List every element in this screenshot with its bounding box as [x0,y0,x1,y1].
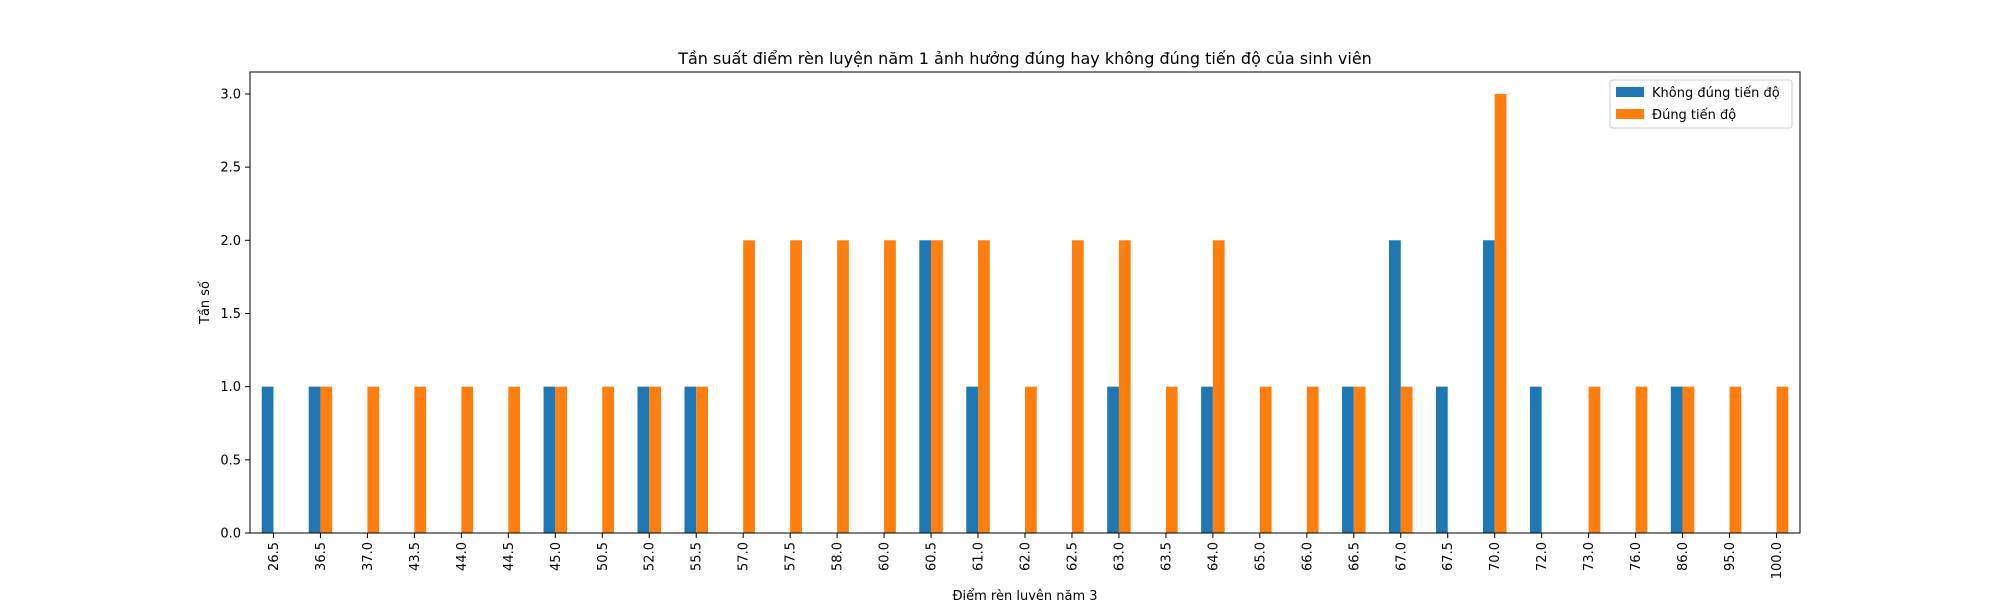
x-tick-label: 67.0 [1394,542,1409,571]
x-tick-label: 72.0 [1535,542,1550,571]
bar-dung-36.5 [320,386,333,533]
bar-dung-58.0 [837,240,849,534]
bar-dung-37.0 [367,386,380,533]
x-tick-label: 65.0 [1253,542,1268,571]
bar-dung-70.0 [1494,93,1507,533]
bar-dung-86.0 [1682,386,1695,533]
bar-dung-66.0 [1306,386,1319,533]
x-tick-label: 66.0 [1300,542,1315,571]
y-tick-label: 1.0 [220,380,241,395]
x-tick-label: 55.5 [690,542,705,571]
bar-dung-44.5 [508,386,521,533]
x-tick-label: 36.5 [314,542,329,571]
x-tick-label: 64.0 [1206,542,1221,571]
bar-khong-dung-55.5 [684,386,697,533]
bar-dung-95.0 [1729,386,1742,533]
y-tick-label: 2.0 [220,234,241,249]
y-tick-label: 2.5 [220,161,241,176]
legend: Không đúng tiến độ Đúng tiến độ [1609,79,1793,129]
bar-dung-100.0 [1776,386,1789,533]
bar-dung-76.0 [1635,386,1648,533]
legend-swatch-dung-tien-do [1616,109,1644,119]
x-tick-label: 44.0 [455,542,470,571]
bar-dung-63.0 [1118,240,1131,534]
x-tick-label: 73.0 [1582,542,1597,571]
bar-dung-50.5 [602,386,615,533]
bar-dung-45.0 [555,386,568,533]
x-tick-label: 76.0 [1629,542,1644,571]
bar-khong-dung-61.0 [966,386,979,533]
y-tick-label: 0.0 [220,527,241,542]
legend-box [1609,79,1793,129]
x-tick-label: 62.5 [1065,542,1080,571]
x-tick-label: 37.0 [361,542,376,571]
bar-khong-dung-67.0 [1389,240,1401,534]
x-tick-label: 61.0 [972,542,987,571]
bar-khong-dung-45.0 [543,386,556,533]
y-tick-label: 1.5 [220,307,241,322]
bar-khong-dung-52.0 [637,386,650,533]
bar-khong-dung-67.5 [1435,386,1448,533]
x-tick-label: 57.5 [784,542,799,571]
x-axis: 26.5 36.5 37.0 43.5 44.0 44.5 45.0 50.5 52.0 55.5… [267,533,1785,579]
x-tick-label: 70.0 [1488,542,1503,571]
bar-dung-67.0 [1400,386,1413,533]
y-tick-label: 3.0 [220,87,241,102]
bar-khong-dung-60.5 [919,240,932,534]
x-tick-label: 26.5 [267,542,282,571]
bar-dung-43.5 [414,386,427,533]
x-tick-label: 45.0 [549,542,564,571]
y-axis-label: Tần số [198,281,213,325]
x-tick-label: 60.0 [878,542,893,571]
legend-swatch-khong-dung-tien-do [1616,87,1644,97]
x-tick-label: 66.5 [1347,542,1362,571]
bar-dung-62.0 [1025,386,1037,533]
y-axis: 0.0 0.5 1.0 1.5 2.0 2.5 3.0 [220,87,250,542]
x-tick-label: 67.5 [1441,542,1456,571]
bar-dung-55.5 [696,386,708,533]
bar-dung-62.5 [1071,240,1084,534]
bar-dung-61.0 [978,240,990,534]
bar-dung-64.0 [1212,240,1225,534]
x-tick-label: 43.5 [408,542,423,571]
bars-layer [261,93,1789,534]
x-tick-label: 58.0 [831,542,846,571]
x-tick-label: 63.5 [1159,542,1174,571]
x-tick-label: 60.5 [925,542,940,571]
x-tick-label: 63.0 [1112,542,1127,571]
x-axis-label: Điểm rèn luyện năm 3 [952,589,1097,600]
bar-khong-dung-70.0 [1482,240,1495,534]
x-tick-label: 50.5 [596,542,611,571]
bar-khong-dung-66.5 [1342,386,1354,533]
bar-dung-63.5 [1165,386,1178,533]
bar-khong-dung-63.0 [1107,386,1119,533]
x-tick-label: 100.0 [1770,542,1785,579]
x-tick-label: 95.0 [1723,542,1738,571]
x-tick-label: 52.0 [643,542,658,571]
bar-dung-66.5 [1353,386,1366,533]
bar-dung-57.5 [790,240,802,534]
legend-label-dung-tien-do: Đúng tiến độ [1652,108,1736,123]
bar-dung-60.5 [931,240,943,534]
x-tick-label: 57.0 [737,542,752,571]
bar-khong-dung-36.5 [308,386,321,533]
bar-dung-57.0 [743,240,755,534]
x-tick-label: 86.0 [1676,542,1691,571]
bar-khong-dung-72.0 [1529,386,1542,533]
bar-khong-dung-86.0 [1670,386,1683,533]
bar-dung-73.0 [1588,386,1601,533]
y-tick-label: 0.5 [220,453,241,468]
bar-khong-dung-26.5 [261,386,274,533]
bar-dung-65.0 [1259,386,1272,533]
bar-dung-60.0 [884,240,896,534]
x-tick-label: 62.0 [1019,542,1034,571]
x-tick-label: 44.5 [502,542,517,571]
bar-dung-44.0 [461,386,474,533]
bar-khong-dung-64.0 [1201,386,1213,533]
chart-title: Tần suất điểm rèn luyện năm 1 ảnh hưởng … [677,49,1372,68]
bar-dung-52.0 [649,386,661,533]
legend-label-khong-dung-tien-do: Không đúng tiến độ [1652,86,1780,101]
